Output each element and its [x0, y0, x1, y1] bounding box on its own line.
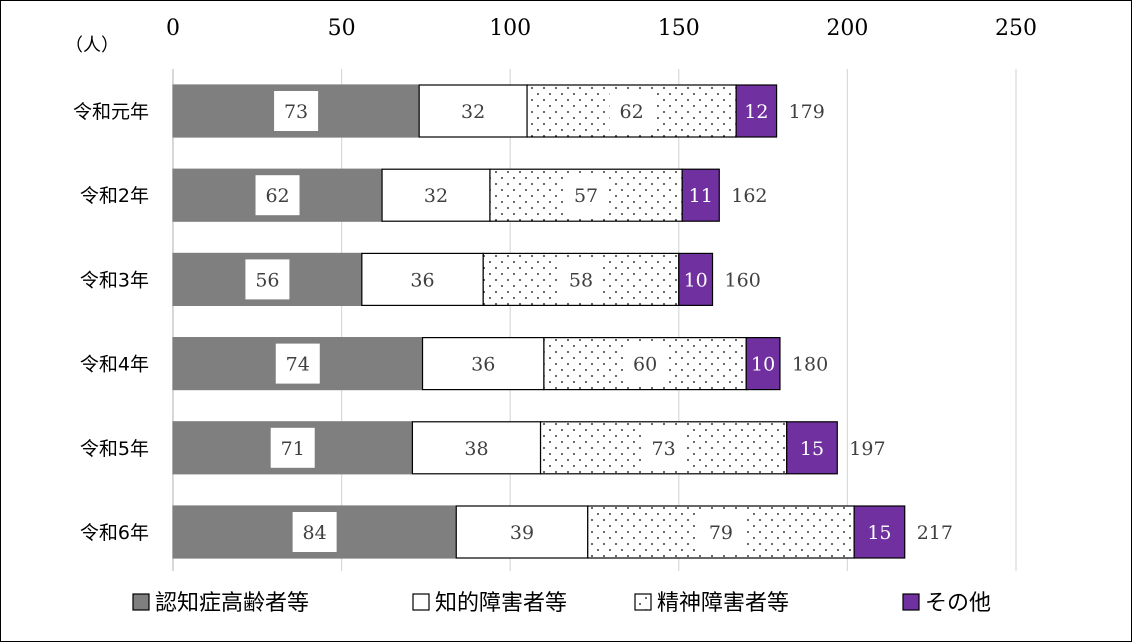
gridlines [172, 69, 1017, 571]
data-label: 84 [303, 522, 327, 544]
total-label: 217 [917, 522, 953, 544]
data-label-bg [275, 343, 320, 384]
bar-segment [853, 505, 906, 559]
data-label: 62 [265, 185, 289, 207]
data-label: 32 [424, 185, 448, 207]
category-label: 令和3年 [80, 269, 149, 291]
data-label-bg [400, 259, 445, 300]
legend-label: その他 [925, 591, 991, 616]
bar-segment [678, 252, 714, 306]
data-label: 71 [281, 438, 305, 460]
x-tick-label: 0 [166, 16, 180, 41]
data-label-bg [623, 343, 668, 384]
category-label: 令和6年 [80, 522, 149, 544]
legend-label: 精神障害者等 [657, 591, 789, 616]
data-label: 79 [709, 522, 733, 544]
x-tick-label: 250 [995, 16, 1037, 41]
data-label-bg [451, 91, 496, 131]
data-label: 12 [744, 101, 768, 123]
data-label: 10 [684, 269, 708, 291]
legend: 認知症高齢者等 知的障害者等 精神障害者等 その他 [132, 591, 991, 616]
data-label: 36 [471, 354, 495, 376]
category-label: 令和2年 [80, 185, 149, 207]
data-label-bg [500, 512, 545, 552]
data-label-bg [454, 427, 499, 468]
data-label-bg [270, 427, 315, 468]
data-label: 36 [410, 269, 434, 291]
category-label: 令和元年 [73, 101, 149, 123]
data-label-bg [609, 91, 654, 131]
legend-label: 認知症高齢者等 [155, 591, 309, 616]
x-tick-label: 50 [328, 16, 356, 41]
data-label-bg [292, 512, 337, 552]
x-tick-label: 200 [826, 16, 868, 41]
data-label-bg [255, 175, 300, 216]
data-label: 11 [689, 185, 713, 207]
x-tick-label: 150 [658, 16, 700, 41]
bar-segment [745, 337, 781, 391]
data-label-bg [641, 427, 686, 468]
data-label-bg [698, 512, 743, 552]
total-label: 197 [849, 438, 885, 460]
data-label: 38 [464, 438, 488, 460]
x-axis-ticks: 0 50 100 150 200 250 [166, 16, 1037, 41]
data-label: 32 [461, 101, 485, 123]
data-label-bg [564, 175, 609, 216]
data-label-bg [245, 259, 290, 300]
bars: 令和元年 73 32 62 12 179 令和2年 62 32 57 11 162 令和3年 56 36 58… [73, 84, 953, 559]
data-label: 73 [284, 101, 308, 123]
data-label: 60 [633, 354, 657, 376]
data-label: 10 [751, 354, 775, 376]
data-label: 39 [510, 522, 534, 544]
data-label: 15 [867, 522, 891, 544]
data-label: 57 [574, 185, 598, 207]
data-label-bg [559, 259, 604, 300]
data-label: 62 [619, 101, 643, 123]
total-label: 160 [725, 269, 761, 291]
data-label-bg [274, 91, 319, 131]
legend-swatch [132, 593, 150, 611]
total-label: 179 [789, 101, 825, 123]
bar-segment [735, 84, 778, 138]
bar-segment [681, 168, 720, 222]
category-label: 令和5年 [80, 438, 149, 460]
unit-label: （人） [65, 35, 119, 56]
data-label: 56 [255, 269, 279, 291]
data-label-bg [414, 175, 459, 216]
legend-label: 知的障害者等 [435, 591, 567, 616]
data-label: 73 [652, 438, 676, 460]
category-label: 令和4年 [80, 354, 149, 376]
data-label: 15 [800, 438, 824, 460]
legend-swatch [412, 593, 430, 611]
legend-swatch [902, 593, 920, 611]
data-label-bg [461, 343, 506, 384]
total-label: 180 [792, 354, 828, 376]
data-label: 74 [286, 354, 310, 376]
legend-swatch [634, 593, 652, 611]
total-label: 162 [731, 185, 767, 207]
data-label: 58 [569, 269, 593, 291]
bar-segment [786, 421, 838, 475]
x-tick-label: 100 [489, 16, 531, 41]
